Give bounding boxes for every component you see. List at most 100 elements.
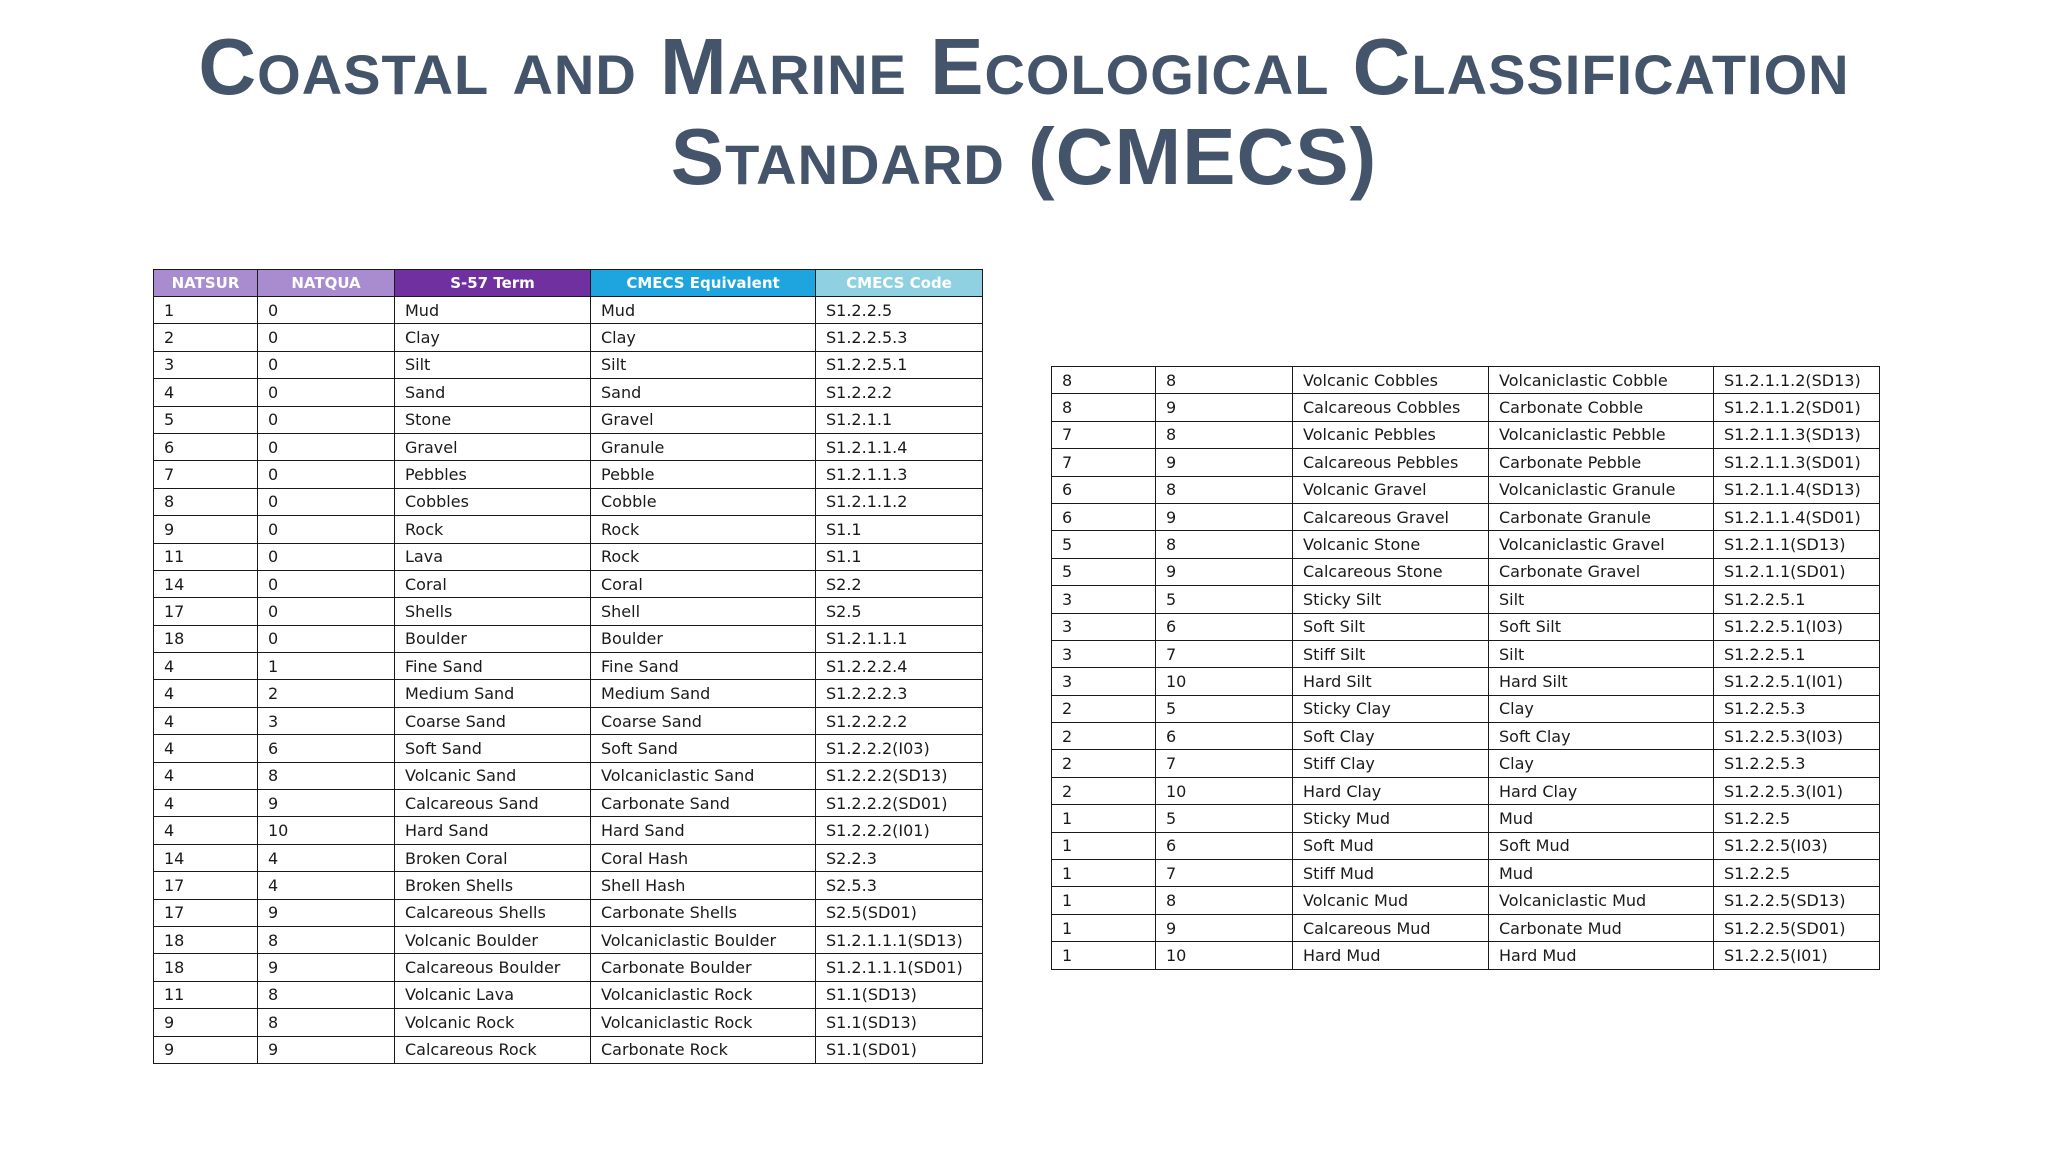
cell-s57-term: Broken Shells <box>394 871 591 900</box>
cell-cmecs-equivalent: Mud <box>590 295 816 325</box>
cell-cmecs-equivalent: Mud <box>1488 859 1714 888</box>
cell-natqua: 0 <box>257 624 395 654</box>
cell-cmecs-equivalent: Volcaniclastic Gravel <box>1488 530 1714 559</box>
table-row: 4 3 Coarse Sand Coarse Sand S1.2.2.2.2 <box>153 706 983 736</box>
cell-cmecs-equivalent: Soft Silt <box>1488 612 1714 641</box>
cell-cmecs-equivalent: Mud <box>1488 804 1714 833</box>
cell-natqua: 9 <box>257 1035 395 1064</box>
cell-natqua: 9 <box>1155 913 1293 943</box>
table-row: 2 5 Sticky Clay Clay S1.2.2.5.3 <box>1051 694 1880 724</box>
cell-cmecs-equivalent: Carbonate Gravel <box>1488 557 1714 587</box>
cell-natsur: 2 <box>1051 722 1156 751</box>
cell-cmecs-equivalent: Volcaniclastic Cobble <box>1488 365 1714 395</box>
cell-cmecs-equivalent: Carbonate Boulder <box>590 953 816 982</box>
cell-cmecs-code: S1.2.2.2(SD01) <box>815 789 983 818</box>
cell-natsur: 6 <box>1051 502 1156 532</box>
cell-natsur: 9 <box>153 1035 258 1064</box>
table-row: 1 0 Mud Mud S1.2.2.5 <box>153 295 983 325</box>
cell-cmecs-equivalent: Hard Clay <box>1488 776 1714 806</box>
cell-s57-term: Hard Mud <box>1292 941 1489 970</box>
cell-natqua: 8 <box>1155 530 1293 559</box>
cell-natqua: 0 <box>257 323 395 352</box>
table-row: 6 8 Volcanic Gravel Volcaniclastic Granule S… <box>1051 475 1880 504</box>
cell-cmecs-equivalent: Carbonate Pebble <box>1488 448 1714 477</box>
cell-natsur: 4 <box>153 816 258 845</box>
cell-cmecs-equivalent: Hard Silt <box>1488 667 1714 696</box>
cell-natqua: 9 <box>1155 448 1293 477</box>
cell-cmecs-code: S1.2.2.5(I01) <box>1713 941 1880 970</box>
cell-natsur: 9 <box>153 515 258 544</box>
cell-cmecs-code: S1.2.2.2.2 <box>815 706 983 736</box>
table-row: 3 0 Silt Silt S1.2.2.5.1 <box>153 350 983 380</box>
cell-s57-term: Hard Clay <box>1292 776 1489 806</box>
cell-cmecs-code: S1.2.2.5.1 <box>1713 639 1880 669</box>
table-row: 4 9 Calcareous Sand Carbonate Sand S1.2.2.2(… <box>153 789 983 818</box>
cell-natqua: 6 <box>257 734 395 763</box>
cell-natqua: 7 <box>1155 859 1293 888</box>
cell-s57-term: Lava <box>394 542 591 571</box>
cell-natsur: 1 <box>1051 804 1156 833</box>
cell-natsur: 3 <box>153 350 258 380</box>
cell-natqua: 8 <box>1155 365 1293 395</box>
cell-cmecs-equivalent: Coral <box>590 569 816 599</box>
cell-natsur: 4 <box>153 378 258 407</box>
cell-natsur: 8 <box>1051 365 1156 395</box>
cell-cmecs-equivalent: Shell Hash <box>590 871 816 900</box>
left-classification-table: NATSUR NATQUA S-57 Term CMECS Equivalent… <box>153 269 983 1064</box>
cell-natsur: 1 <box>1051 913 1156 943</box>
cell-s57-term: Soft Silt <box>1292 612 1489 641</box>
cell-natqua: 7 <box>1155 639 1293 669</box>
cell-s57-term: Stone <box>394 405 591 434</box>
table-row: 8 8 Volcanic Cobbles Volcaniclastic Cobble S… <box>1051 365 1880 395</box>
header-cmecs-code: CMECS Code <box>815 269 983 297</box>
table-row: 7 9 Calcareous Pebbles Carbonate Pebble S1.2… <box>1051 448 1880 477</box>
table-row: 14 0 Coral Coral S2.2 <box>153 569 983 599</box>
cell-cmecs-equivalent: Coral Hash <box>590 843 816 873</box>
cell-cmecs-code: S1.2.1.1.1 <box>815 624 983 654</box>
cell-natsur: 3 <box>1051 667 1156 696</box>
cell-s57-term: Volcanic Gravel <box>1292 475 1489 504</box>
cell-cmecs-equivalent: Carbonate Mud <box>1488 913 1714 943</box>
table-row: 1 8 Volcanic Mud Volcaniclastic Mud S1.2.2.5… <box>1051 886 1880 915</box>
cell-s57-term: Soft Mud <box>1292 831 1489 861</box>
cell-natsur: 11 <box>153 542 258 571</box>
table-row: 18 9 Calcareous Boulder Carbonate Boulder S1… <box>153 953 983 982</box>
cell-cmecs-code: S1.1 <box>815 542 983 571</box>
cell-cmecs-code: S2.2.3 <box>815 843 983 873</box>
cell-cmecs-equivalent: Pebble <box>590 460 816 489</box>
cell-s57-term: Coral <box>394 569 591 599</box>
cell-natqua: 0 <box>257 460 395 489</box>
table-row: 11 8 Volcanic Lava Volcaniclastic Rock S1.1(… <box>153 980 983 1010</box>
table-row: 9 8 Volcanic Rock Volcaniclastic Rock S1.1(S… <box>153 1008 983 1037</box>
cell-s57-term: Boulder <box>394 624 591 654</box>
table-row: 4 0 Sand Sand S1.2.2.2 <box>153 378 983 407</box>
cell-cmecs-code: S1.2.2.5(SD13) <box>1713 886 1880 915</box>
table-row: 14 4 Broken Coral Coral Hash S2.2.3 <box>153 843 983 873</box>
cell-natsur: 4 <box>153 789 258 818</box>
cell-s57-term: Broken Coral <box>394 843 591 873</box>
cell-natqua: 8 <box>1155 420 1293 450</box>
cell-cmecs-equivalent: Carbonate Granule <box>1488 502 1714 532</box>
cell-s57-term: Calcareous Boulder <box>394 953 591 982</box>
cell-cmecs-code: S1.1 <box>815 515 983 544</box>
cell-cmecs-code: S1.2.1.1.4 <box>815 432 983 462</box>
cell-cmecs-code: S1.2.2.5.3(I01) <box>1713 776 1880 806</box>
cell-s57-term: Soft Clay <box>1292 722 1489 751</box>
cell-s57-term: Shells <box>394 597 591 626</box>
table-row: 9 9 Calcareous Rock Carbonate Rock S1.1(SD01… <box>153 1035 983 1064</box>
cell-natsur: 9 <box>153 1008 258 1037</box>
header-cmecs-equivalent: CMECS Equivalent <box>590 269 816 297</box>
cell-cmecs-equivalent: Soft Sand <box>590 734 816 763</box>
cell-natqua: 0 <box>257 295 395 325</box>
table-row: 2 6 Soft Clay Soft Clay S1.2.2.5.3(I03) <box>1051 722 1880 751</box>
cell-natsur: 17 <box>153 871 258 900</box>
table-row: 17 9 Calcareous Shells Carbonate Shells S2.5… <box>153 898 983 927</box>
table-row: 6 0 Gravel Granule S1.2.1.1.4 <box>153 432 983 462</box>
cell-cmecs-code: S2.5.3 <box>815 871 983 900</box>
cell-natsur: 18 <box>153 624 258 654</box>
cell-natsur: 3 <box>1051 639 1156 669</box>
cell-natqua: 10 <box>1155 776 1293 806</box>
cell-s57-term: Soft Sand <box>394 734 591 763</box>
cell-natqua: 0 <box>257 378 395 407</box>
cell-s57-term: Silt <box>394 350 591 380</box>
